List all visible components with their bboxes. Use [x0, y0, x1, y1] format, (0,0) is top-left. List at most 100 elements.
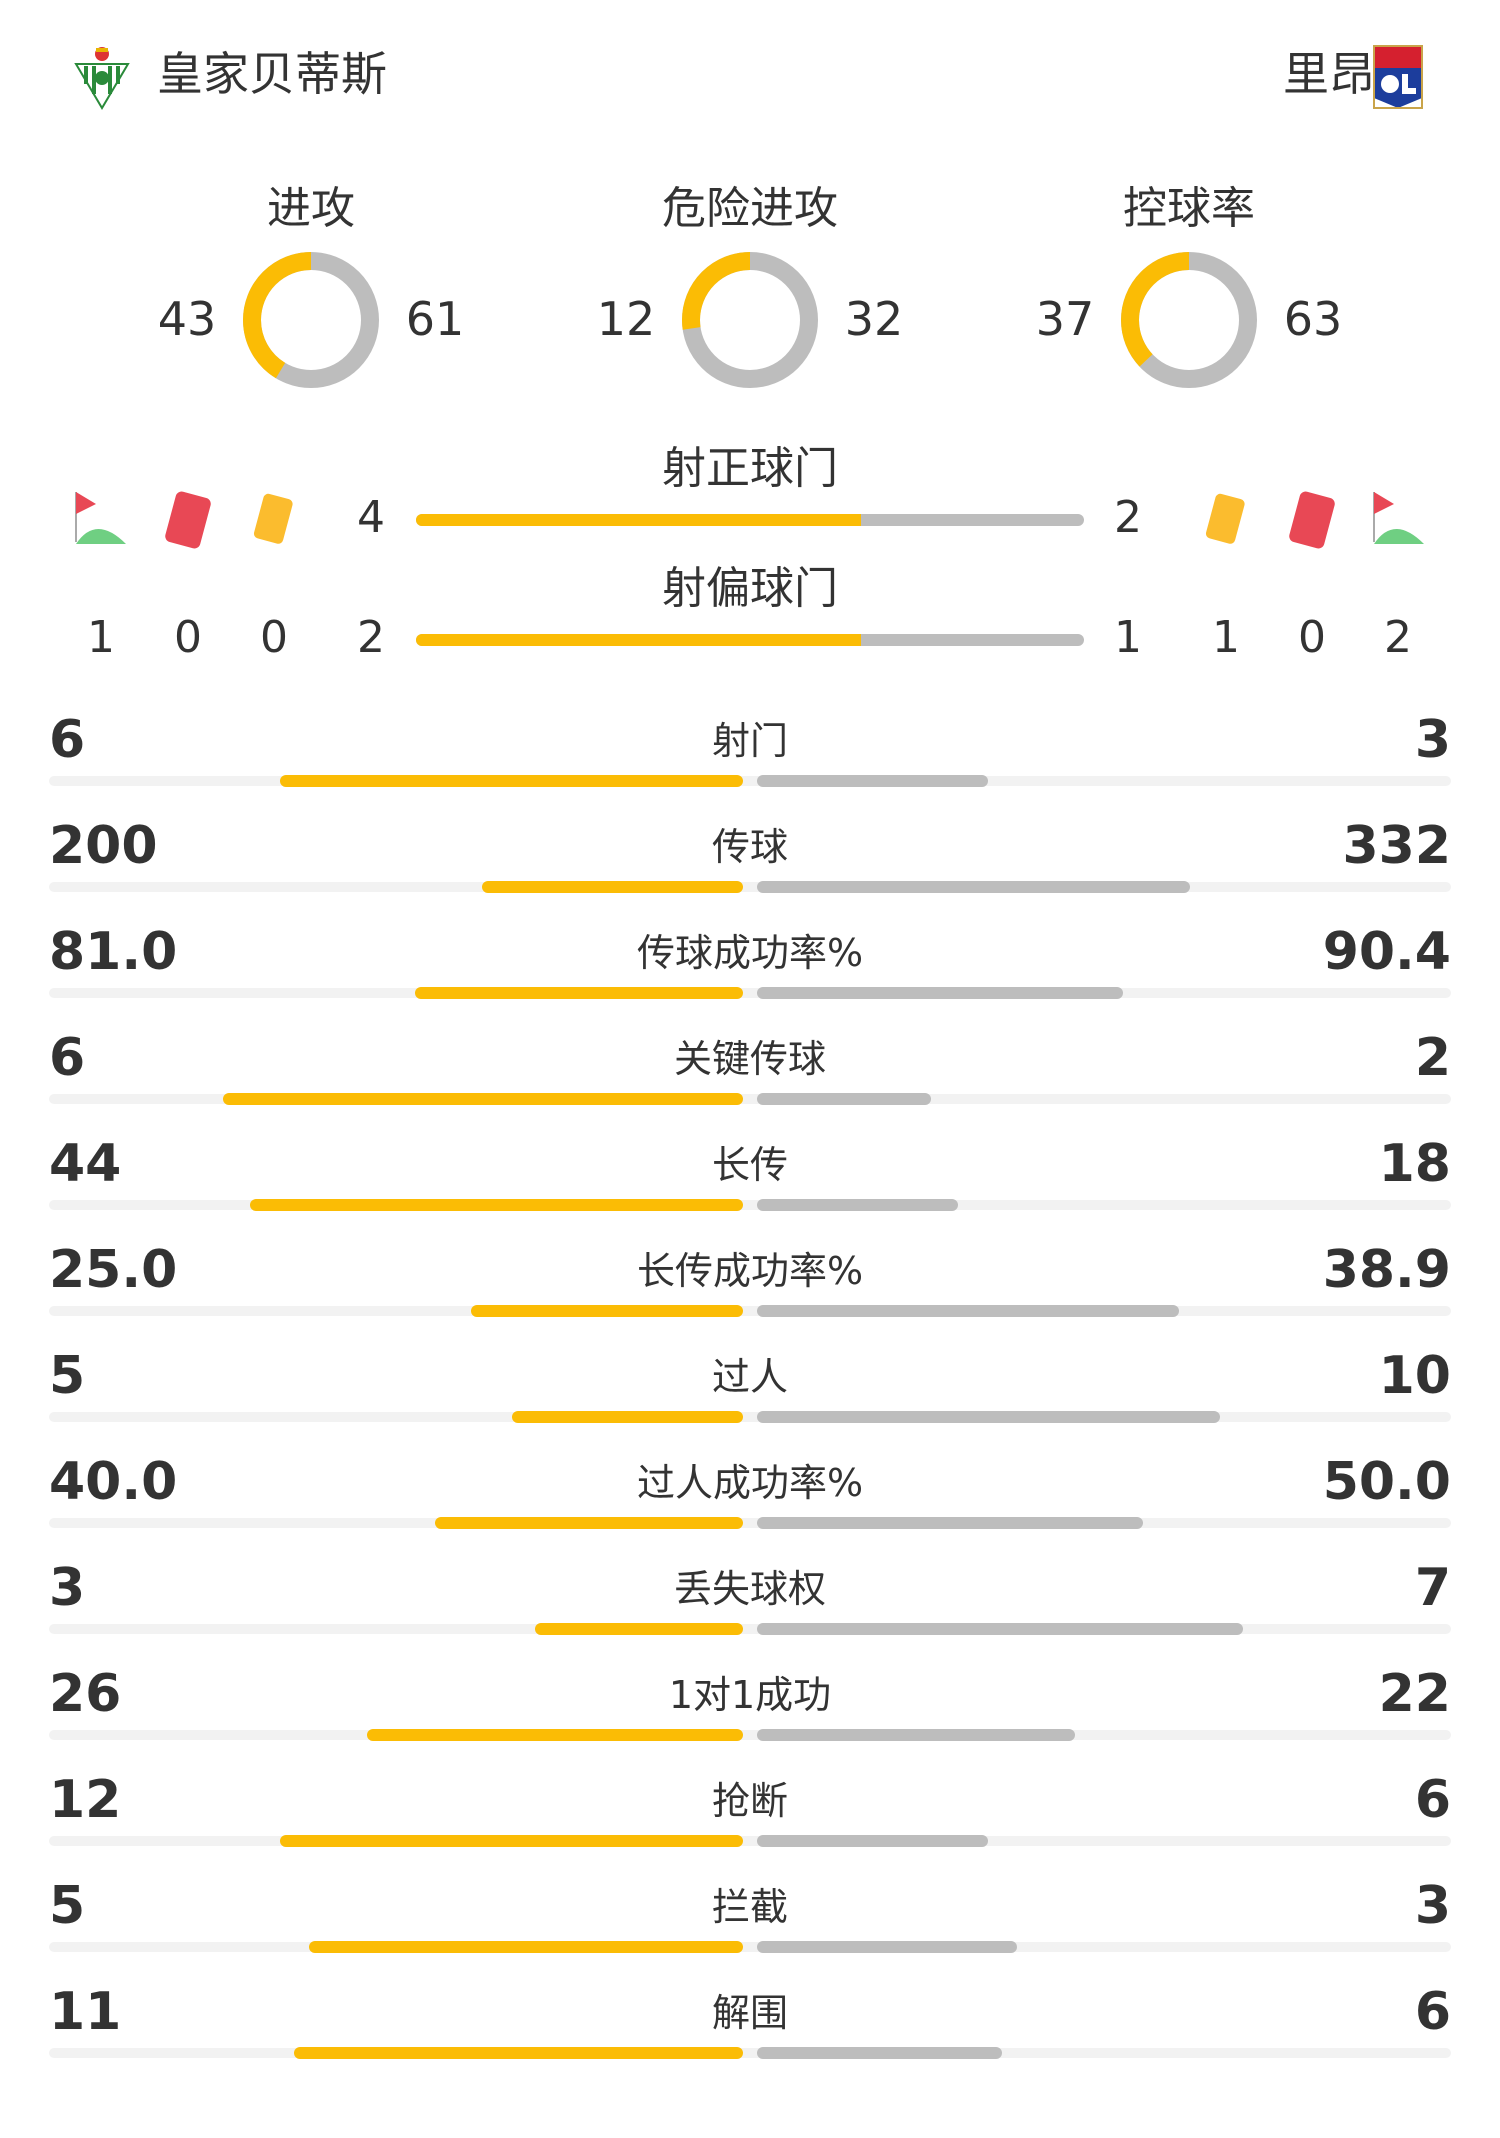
- away-red-cards: 0: [1298, 612, 1326, 663]
- stat-home-bar: [280, 1835, 743, 1847]
- stat-home-value: 5: [49, 1876, 86, 1936]
- home-red-cards: 0: [174, 612, 202, 663]
- stat-home-bar: [250, 1199, 743, 1211]
- circle-donut: [243, 252, 379, 388]
- donut-home-arc: [243, 252, 379, 388]
- stat-label: 传球成功率%: [636, 931, 864, 975]
- away-team-name[interactable]: 里昂: [1283, 47, 1375, 101]
- stat-track: [49, 776, 1451, 786]
- circle-away-value: 63: [1283, 292, 1343, 346]
- away-yellow-cards: 1: [1212, 612, 1240, 663]
- stat-away-value: 50.0: [1322, 1452, 1451, 1512]
- donut-home-arc: [1121, 252, 1257, 388]
- stat-home-value: 12: [49, 1770, 122, 1830]
- stat-track: [49, 882, 1451, 892]
- stat-track: [49, 1412, 1451, 1422]
- stat-away-value: 3: [1414, 710, 1451, 770]
- home-shots-off: 2: [357, 612, 385, 663]
- stat-away-value: 22: [1378, 1664, 1451, 1724]
- stat-track: [49, 1624, 1451, 1634]
- stat-away-bar: [757, 1093, 931, 1105]
- stat-home-value: 44: [49, 1134, 122, 1194]
- stat-label: 过人: [711, 1355, 788, 1399]
- circle-away-value: 32: [844, 292, 904, 346]
- stat-home-bar: [471, 1305, 743, 1317]
- stat-away-bar: [757, 1411, 1220, 1423]
- stat-away-bar: [757, 1941, 1018, 1953]
- shots-on-home-fill: [416, 514, 862, 526]
- shots-off-home-fill: [416, 634, 862, 646]
- stat-away-bar: [757, 1199, 959, 1211]
- stat-away-bar: [757, 775, 989, 787]
- away-corners: 2: [1384, 612, 1412, 663]
- stat-away-bar: [757, 881, 1191, 893]
- stat-away-value: 38.9: [1322, 1240, 1451, 1300]
- stat-track: [49, 1306, 1451, 1316]
- circle-home-value: 43: [157, 292, 217, 346]
- stat-away-bar: [757, 987, 1124, 999]
- stat-away-value: 6: [1414, 1982, 1451, 2042]
- stat-away-value: 18: [1378, 1134, 1451, 1194]
- stat-label: 拦截: [711, 1885, 788, 1929]
- away-corner-icon: [1370, 490, 1430, 550]
- shots-off-bar: [416, 634, 1084, 646]
- away-shots-off: 1: [1114, 612, 1142, 663]
- stat-label: 过人成功率%: [636, 1461, 864, 1505]
- circle-home-value: 37: [1035, 292, 1095, 346]
- home-logo: [72, 44, 132, 110]
- home-corners: 1: [87, 612, 115, 663]
- stat-label: 传球: [711, 825, 788, 869]
- stat-track: [49, 1730, 1451, 1740]
- stat-home-bar: [309, 1941, 743, 1953]
- stat-home-bar: [293, 2047, 743, 2059]
- stat-away-value: 6: [1414, 1770, 1451, 1830]
- circle-home-value: 12: [596, 292, 656, 346]
- stat-home-value: 6: [49, 710, 86, 770]
- stat-track: [49, 988, 1451, 998]
- shots-off-target-label: 射偏球门: [662, 563, 838, 614]
- stat-away-value: 7: [1414, 1558, 1451, 1618]
- stat-home-bar: [415, 987, 743, 999]
- stat-home-value: 11: [49, 1982, 122, 2042]
- stat-label: 抢断: [711, 1779, 788, 1823]
- home-team-name[interactable]: 皇家贝蒂斯: [157, 47, 387, 101]
- circle-title: 控球率: [1123, 183, 1255, 234]
- stat-away-value: 2: [1414, 1028, 1451, 1088]
- stat-home-bar: [367, 1729, 743, 1741]
- stat-track: [49, 1094, 1451, 1104]
- stat-away-bar: [757, 1305, 1180, 1317]
- away-logo: [1372, 44, 1424, 110]
- stat-home-bar: [511, 1411, 743, 1423]
- stat-home-bar: [434, 1517, 743, 1529]
- stat-away-value: 3: [1414, 1876, 1451, 1936]
- stat-label: 长传: [711, 1143, 788, 1187]
- stat-track: [49, 1200, 1451, 1210]
- stat-away-bar: [757, 1623, 1243, 1635]
- stat-label: 1对1成功: [668, 1673, 832, 1717]
- circle-title: 进攻: [267, 183, 355, 234]
- home-yellow-cards: 0: [260, 612, 288, 663]
- stat-home-bar: [280, 775, 743, 787]
- stat-track: [49, 1836, 1451, 1846]
- home-corner-icon: [72, 490, 132, 550]
- stat-home-value: 25.0: [49, 1240, 178, 1300]
- home-yellow-card-icon: [244, 490, 304, 550]
- stat-home-bar: [482, 881, 743, 893]
- away-yellow-card-icon: [1196, 490, 1256, 550]
- stat-home-value: 40.0: [49, 1452, 178, 1512]
- stat-label: 射门: [711, 719, 788, 763]
- circle-title: 危险进攻: [662, 183, 838, 234]
- stat-away-bar: [757, 1729, 1076, 1741]
- stat-home-bar: [222, 1093, 743, 1105]
- away-shots-on: 2: [1114, 492, 1142, 543]
- circle-donut: [1121, 252, 1257, 388]
- stat-away-bar: [757, 1517, 1143, 1529]
- stat-track: [49, 1942, 1451, 1952]
- home-red-card-icon: [158, 490, 218, 550]
- shots-on-bar: [416, 514, 1084, 526]
- stat-label: 丢失球权: [673, 1567, 826, 1611]
- stat-home-value: 3: [49, 1558, 86, 1618]
- stat-label: 解围: [711, 1991, 788, 2035]
- circle-donut: [682, 252, 818, 388]
- stat-label: 长传成功率%: [636, 1249, 864, 1293]
